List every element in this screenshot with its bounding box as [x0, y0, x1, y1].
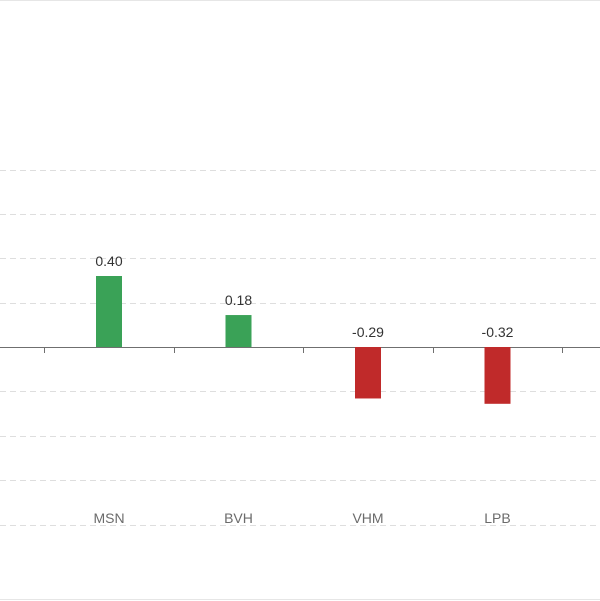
category-label-msn: MSN	[93, 510, 124, 526]
bar-bvh[interactable]	[225, 315, 252, 347]
data-label-bvh: 0.18	[225, 292, 252, 308]
data-labels: 0.40 0.18 -0.29 -0.32	[95, 253, 513, 340]
category-label-lpb: LPB	[484, 510, 510, 526]
bar-lpb[interactable]	[484, 347, 511, 404]
data-label-lpb: -0.32	[482, 324, 514, 340]
category-labels: MSN BVH VHM LPB	[93, 510, 510, 526]
category-label-bvh: BVH	[224, 510, 253, 526]
data-label-msn: 0.40	[95, 253, 122, 269]
bar-vhm[interactable]	[355, 347, 381, 399]
bars	[96, 276, 511, 404]
bar-msn[interactable]	[96, 276, 122, 347]
category-label-vhm: VHM	[352, 510, 383, 526]
data-label-vhm: -0.29	[352, 324, 384, 340]
